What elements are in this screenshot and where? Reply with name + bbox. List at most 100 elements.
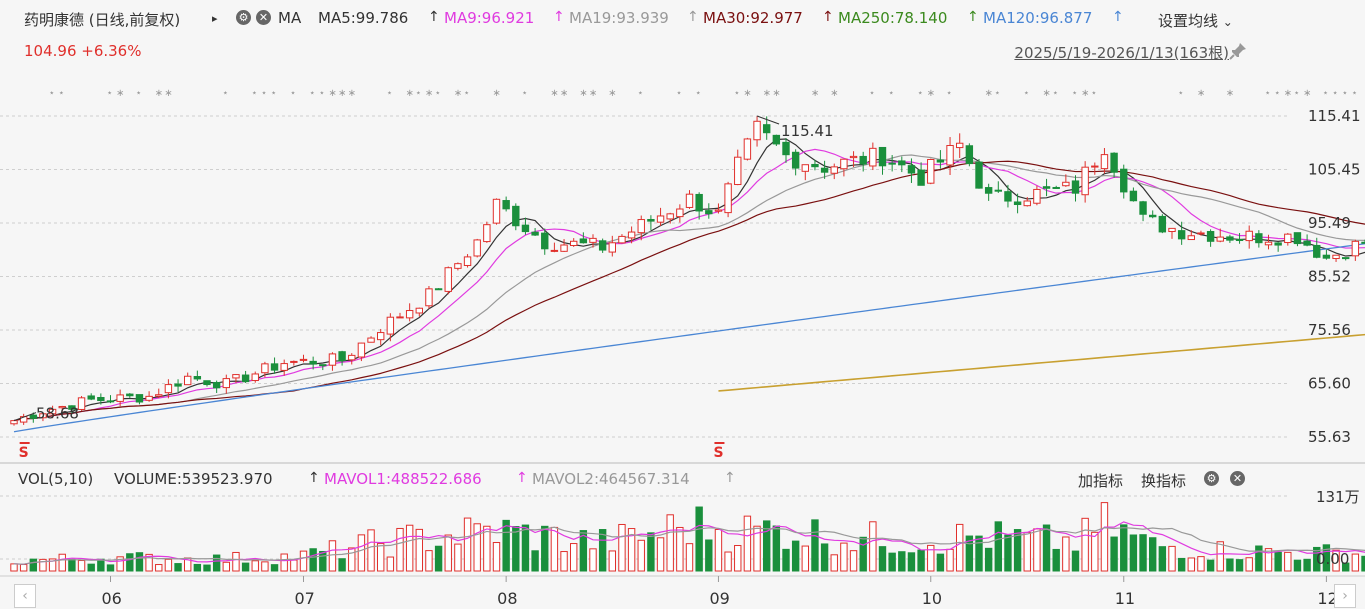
time-tick-label: 07 bbox=[295, 589, 315, 608]
volume-bar bbox=[869, 521, 877, 572]
candle bbox=[647, 215, 655, 230]
candle bbox=[212, 380, 221, 394]
volume-bar bbox=[1071, 550, 1080, 572]
pin-icon[interactable] bbox=[1228, 41, 1248, 61]
candle bbox=[541, 228, 549, 255]
candle-body bbox=[608, 242, 616, 253]
volume-bar bbox=[1042, 524, 1051, 572]
event-marker: ∗ bbox=[743, 88, 751, 99]
volume-bar bbox=[1361, 555, 1365, 572]
candle bbox=[1177, 221, 1186, 245]
volume-bar bbox=[261, 561, 269, 572]
event-marker: ⋆ bbox=[435, 88, 441, 99]
volume-bar bbox=[840, 542, 848, 572]
candle bbox=[405, 303, 414, 322]
candle-body bbox=[1216, 236, 1224, 242]
candle-body bbox=[637, 219, 645, 234]
candle bbox=[1158, 214, 1167, 234]
candle bbox=[1255, 230, 1263, 248]
price-grid bbox=[0, 115, 1290, 438]
stock-title[interactable]: 药明康德 (日线,前复权) bbox=[24, 11, 181, 29]
candle bbox=[618, 234, 626, 244]
candle bbox=[1274, 242, 1282, 252]
time-axis: 060708091011122026 bbox=[102, 576, 1338, 608]
candle bbox=[666, 212, 674, 224]
volume-bar bbox=[1100, 502, 1109, 572]
candle bbox=[126, 393, 134, 398]
candle-body bbox=[618, 235, 626, 244]
volume-bar bbox=[859, 536, 867, 572]
candle-body bbox=[1303, 240, 1311, 246]
event-marker: ∗ bbox=[425, 88, 433, 99]
candle-body bbox=[753, 120, 761, 141]
candle-body bbox=[58, 405, 66, 409]
candle bbox=[135, 394, 144, 405]
candle-body bbox=[319, 364, 327, 367]
candle bbox=[502, 196, 510, 212]
indicator-gear-icon[interactable]: ⚙ bbox=[1204, 471, 1219, 486]
candle bbox=[994, 181, 1002, 193]
ma-settings-button[interactable]: 设置均线 ⌄ bbox=[1158, 10, 1233, 31]
volume-bar bbox=[1120, 524, 1128, 572]
volume-bar bbox=[1168, 545, 1176, 572]
scroll-left-button[interactable]: ‹ bbox=[14, 584, 36, 608]
candle-body bbox=[241, 374, 250, 383]
candle-body bbox=[415, 307, 424, 314]
scroll-right-button[interactable]: › bbox=[1334, 584, 1356, 608]
candle bbox=[1187, 230, 1195, 241]
indicator-close-icon[interactable]: ✕ bbox=[1230, 471, 1245, 486]
close-icon[interactable]: ✕ bbox=[256, 10, 271, 25]
candle bbox=[753, 116, 761, 147]
volume-bar bbox=[405, 524, 414, 572]
mavol2-readout: MAVOL2:464567.314 bbox=[532, 470, 690, 488]
candle bbox=[10, 420, 18, 426]
candle bbox=[695, 192, 703, 220]
candle-body bbox=[1062, 181, 1070, 187]
event-marker: ∗ bbox=[1081, 88, 1089, 99]
volume-bar bbox=[1351, 553, 1360, 572]
volume-bar bbox=[656, 537, 665, 572]
candles bbox=[10, 116, 1365, 426]
candle bbox=[328, 352, 337, 371]
candle bbox=[840, 158, 848, 177]
candle bbox=[714, 203, 723, 214]
candle bbox=[927, 158, 935, 185]
candle bbox=[106, 395, 115, 404]
switch-indicator-button[interactable]: 换指标 bbox=[1141, 472, 1187, 490]
volume-bar bbox=[695, 506, 703, 572]
ma-settings-label: 设置均线 bbox=[1158, 12, 1219, 30]
candle bbox=[811, 159, 819, 171]
volume-bar bbox=[1206, 559, 1215, 572]
volume-bar bbox=[714, 528, 723, 572]
vol-label[interactable]: VOL(5,10) bbox=[18, 470, 94, 488]
candle bbox=[512, 203, 520, 231]
volume-bar bbox=[753, 525, 761, 572]
candle-body bbox=[965, 145, 974, 165]
ma120-arrow: ↑ bbox=[1112, 9, 1124, 25]
caret-right-icon[interactable]: ▸ bbox=[212, 12, 218, 25]
candle-body bbox=[791, 151, 800, 169]
candle-body bbox=[878, 146, 887, 167]
candle-body bbox=[1110, 152, 1118, 173]
event-marker: ⋆ bbox=[1072, 88, 1078, 99]
event-marker: ⋆ bbox=[1332, 88, 1338, 99]
candle-body bbox=[463, 256, 472, 266]
candle bbox=[19, 413, 28, 425]
event-marker: ⋆ bbox=[135, 88, 141, 99]
candle-body bbox=[328, 353, 337, 366]
price-change: 104.96 +6.36% bbox=[24, 42, 142, 60]
candle bbox=[782, 138, 790, 163]
gear-icon[interactable]: ⚙ bbox=[236, 10, 251, 25]
add-indicator-button[interactable]: 加指标 bbox=[1078, 472, 1124, 490]
candle-body bbox=[1129, 190, 1138, 202]
candle-body bbox=[1042, 186, 1051, 189]
candle bbox=[1206, 229, 1215, 247]
event-marker: ⋆ bbox=[464, 88, 470, 99]
volume-bar bbox=[1264, 548, 1273, 572]
volume-bar bbox=[907, 552, 916, 572]
volume-bar bbox=[1274, 551, 1282, 572]
candle bbox=[1322, 249, 1331, 260]
date-range[interactable]: 2025/5/19-2026/1/13(163根) bbox=[1014, 44, 1229, 62]
candle bbox=[685, 190, 694, 209]
